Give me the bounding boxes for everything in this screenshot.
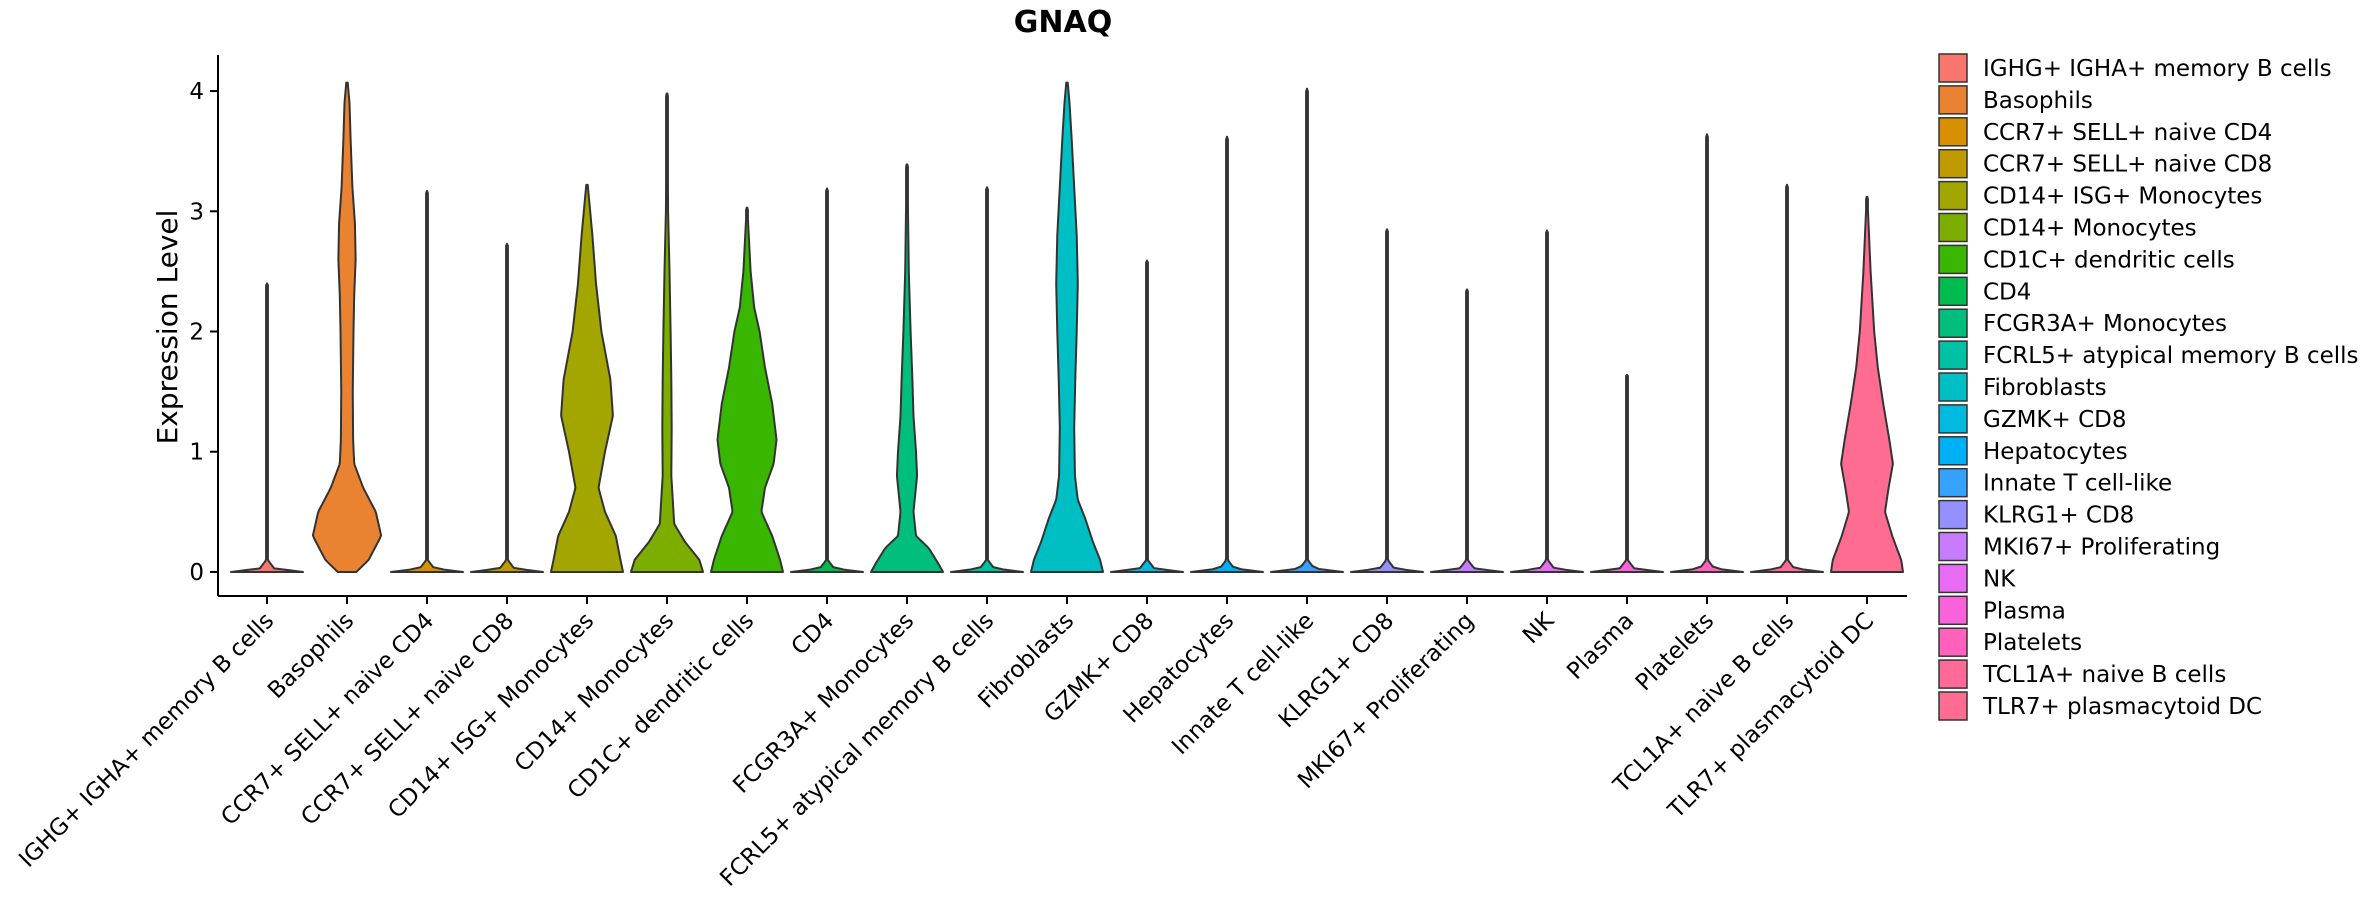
legend-label: IGHG+ IGHA+ memory B cells (1983, 56, 2332, 82)
x-tick-label: IGHG+ IGHA+ memory B cells (14, 608, 279, 873)
violin-5 (550, 183, 624, 573)
legend-swatch (1938, 595, 1968, 626)
y-ticks: 0 1 2 3 4 (189, 79, 218, 586)
legend-label: Plasma (1983, 598, 2066, 624)
y-tick-label: 3 (189, 199, 204, 225)
legend-label: FCGR3A+ Monocytes (1983, 311, 2227, 337)
legend-label: KLRG1+ CD8 (1983, 503, 2134, 529)
y-axis-label: Expression Level (151, 210, 184, 445)
legend-label: CD4 (1983, 279, 2031, 305)
violin-1 (230, 282, 304, 573)
legend-swatch (1938, 85, 1968, 115)
violin-2 (311, 81, 383, 573)
legend-swatch (1938, 308, 1968, 338)
violin-9 (870, 163, 944, 573)
legend-swatch (1938, 467, 1968, 498)
legend-swatch (1938, 499, 1968, 530)
x-tick-label: Plasma (1562, 608, 1639, 685)
violin-17 (1510, 229, 1584, 573)
legend-swatch (1938, 691, 1968, 721)
violin-20 (1750, 183, 1824, 573)
legend-swatch (1938, 117, 1968, 147)
legend-swatch (1938, 563, 1968, 594)
legend-label: CD1C+ dendritic cells (1983, 247, 2235, 273)
y-tick-label: 0 (189, 560, 204, 586)
x-tick-label: Innate T cell-like (1167, 608, 1319, 760)
x-tick-label: CD14+ Monocytes (510, 608, 679, 777)
legend-swatch (1938, 436, 1968, 466)
legend-swatch (1938, 276, 1968, 307)
violin-10 (950, 186, 1024, 573)
legend-label: Innate T cell-like (1983, 471, 2172, 497)
legend-label: FCRL5+ atypical memory B cells (1983, 343, 2359, 369)
x-tick-label: CD4 (787, 608, 840, 661)
legend-label: MKI67+ Proliferating (1983, 535, 2220, 561)
legend: IGHG+ IGHA+ memory B cells Basophils CCR7+… (1938, 53, 2359, 721)
legend-label: Hepatocytes (1983, 439, 2128, 465)
legend-label: TCL1A+ naive B cells (1982, 662, 2226, 688)
legend-swatch (1938, 340, 1968, 370)
violin-7 (710, 206, 784, 573)
legend-label: Fibroblasts (1983, 375, 2107, 401)
legend-swatch (1938, 404, 1968, 434)
legend-label: GZMK+ CD8 (1983, 407, 2127, 433)
y-tick-label: 2 (189, 320, 204, 346)
violin-11 (1030, 81, 1104, 573)
legend-swatch (1938, 53, 1968, 83)
violin-19 (1670, 133, 1744, 573)
violin-3 (390, 189, 464, 573)
x-ticks: IGHG+ IGHA+ memory B cellsBasophilsCCR7+… (14, 596, 1879, 892)
legend-swatch (1938, 180, 1968, 211)
legend-swatch (1938, 372, 1968, 402)
violin-4 (470, 242, 544, 573)
legend-label: Platelets (1983, 630, 2082, 656)
legend-label: CD14+ Monocytes (1983, 216, 2197, 242)
legend-label: CCR7+ SELL+ naive CD8 (1983, 152, 2272, 178)
violin-15 (1350, 228, 1424, 573)
legend-label: Basophils (1983, 88, 2093, 114)
legend-label: CD14+ ISG+ Monocytes (1983, 184, 2262, 210)
legend-swatch (1938, 212, 1968, 243)
chart-title: GNAQ (1014, 5, 1112, 40)
violins (230, 81, 1904, 573)
legend-swatch (1938, 531, 1968, 562)
violin-16 (1430, 288, 1504, 573)
legend-swatch (1938, 148, 1968, 179)
legend-swatch (1938, 244, 1968, 275)
legend-label: CCR7+ SELL+ naive CD4 (1983, 120, 2272, 146)
legend-swatch (1938, 659, 1968, 689)
violin-21 (1830, 195, 1904, 573)
violin-8 (790, 187, 864, 573)
legend-label: TLR7+ plasmacytoid DC (1982, 694, 2262, 720)
y-tick-label: 1 (189, 440, 204, 466)
violin-18 (1590, 373, 1664, 573)
x-tick-label: NK (1518, 607, 1560, 649)
violin-13 (1190, 135, 1264, 573)
violin-12 (1110, 259, 1184, 573)
violin-6 (630, 92, 704, 573)
violin-14 (1270, 87, 1344, 573)
legend-swatch (1938, 627, 1968, 657)
y-tick-label: 4 (189, 79, 204, 105)
legend-label: NK (1983, 566, 2016, 592)
